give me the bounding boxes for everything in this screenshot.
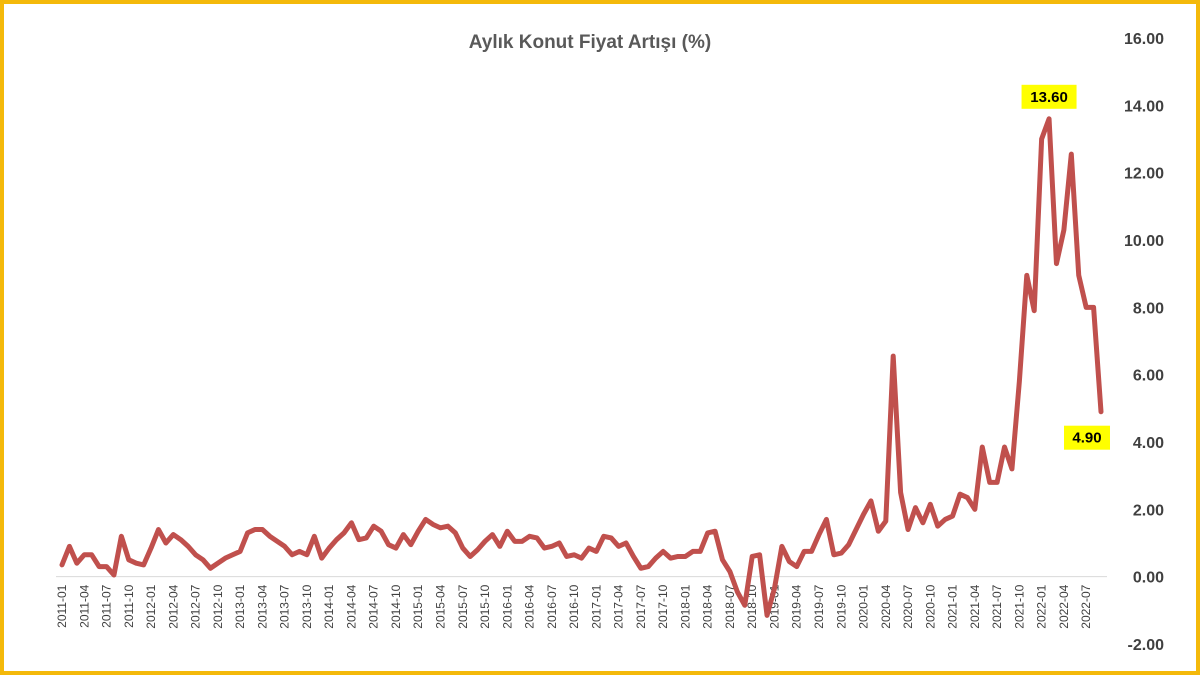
callout-label: 4.90 (1072, 430, 1101, 447)
x-tick-label: 2012-10 (211, 584, 225, 628)
y-axis-tick-labels: 16.00 14.00 12.00 10.00 8.00 6.00 4.00 2.00 0.00… (1124, 31, 1164, 654)
series-line (59, 116, 1104, 618)
x-tick-label: 2018-01 (678, 584, 692, 628)
y-tick-label: 14.00 (1124, 98, 1164, 115)
y-tick-label: 2.00 (1133, 502, 1164, 519)
x-tick-label: 2022-04 (1057, 584, 1071, 628)
x-tick-label: 2011-01 (55, 584, 69, 627)
x-tick-label: 2014-07 (367, 584, 381, 628)
x-tick-label: 2014-10 (389, 584, 403, 628)
x-tick-label: 2016-10 (567, 584, 581, 628)
x-tick-label: 2020-04 (879, 584, 893, 628)
x-tick-label: 2019-07 (812, 584, 826, 628)
x-tick-label: 2015-01 (411, 584, 425, 628)
x-tick-label: 2013-04 (255, 584, 269, 628)
x-tick-label: 2012-07 (189, 584, 203, 628)
x-tick-label: 2011-04 (77, 584, 91, 627)
x-tick-label: 2021-10 (1012, 584, 1026, 628)
x-tick-label: 2011-10 (122, 584, 136, 627)
y-tick-label: 8.00 (1133, 300, 1164, 317)
x-tick-label: 2013-01 (233, 584, 247, 628)
data-callouts: 13.60 4.90 (1021, 84, 1110, 450)
x-tick-label: 2011-07 (100, 584, 114, 627)
y-tick-label: 6.00 (1133, 368, 1164, 385)
x-tick-label: 2019-10 (834, 584, 848, 628)
x-tick-label: 2017-10 (656, 584, 670, 628)
x-tick-label: 2018-04 (701, 584, 715, 628)
callout-label: 13.60 (1030, 89, 1068, 106)
x-tick-label: 2014-04 (344, 584, 358, 628)
x-tick-label: 2021-01 (946, 584, 960, 628)
x-tick-label: 2012-01 (144, 584, 158, 628)
y-tick-label: -2.00 (1128, 637, 1165, 654)
x-tick-label: 2022-07 (1079, 584, 1093, 628)
x-tick-label: 2016-07 (545, 584, 559, 628)
chart-title: Aylık Konut Fiyat Artışı (%) (468, 32, 712, 53)
callout-highlight (1064, 425, 1110, 450)
x-tick-label: 2015-07 (456, 584, 470, 628)
callout-highlight (1021, 84, 1077, 109)
x-tick-label: 2020-10 (923, 584, 937, 628)
x-tick-label: 2015-04 (433, 584, 447, 628)
x-tick-label: 2018-07 (723, 584, 737, 628)
x-tick-label: 2015-10 (478, 584, 492, 628)
x-tick-label: 2012-04 (166, 584, 180, 628)
x-tick-label: 2021-04 (968, 584, 982, 628)
x-tick-label: 2014-01 (322, 584, 336, 628)
x-tick-label: 2016-01 (500, 584, 514, 628)
x-tick-label: 2021-07 (990, 584, 1004, 628)
y-tick-label: 16.00 (1124, 31, 1164, 48)
x-tick-label: 2016-04 (523, 584, 537, 628)
x-tick-label: 2017-01 (589, 584, 603, 628)
x-tick-label: 2019-04 (790, 584, 804, 628)
y-tick-label: 4.00 (1133, 435, 1164, 452)
y-tick-label: 12.00 (1124, 166, 1164, 183)
y-tick-label: 0.00 (1133, 570, 1164, 587)
y-tick-label: 10.00 (1124, 233, 1164, 250)
x-tick-label: 2017-07 (634, 584, 648, 628)
x-tick-label: 2020-01 (857, 584, 871, 628)
x-tick-label: 2022-01 (1035, 584, 1049, 628)
x-axis-tick-labels: 2011-01 2011-04 2011-07 2011-10 2012-01 2012-… (55, 584, 1093, 628)
x-tick-label: 2013-07 (278, 584, 292, 628)
x-tick-label: 2020-07 (901, 584, 915, 628)
x-tick-label: 2013-10 (300, 584, 314, 628)
x-tick-label: 2017-04 (612, 584, 626, 628)
